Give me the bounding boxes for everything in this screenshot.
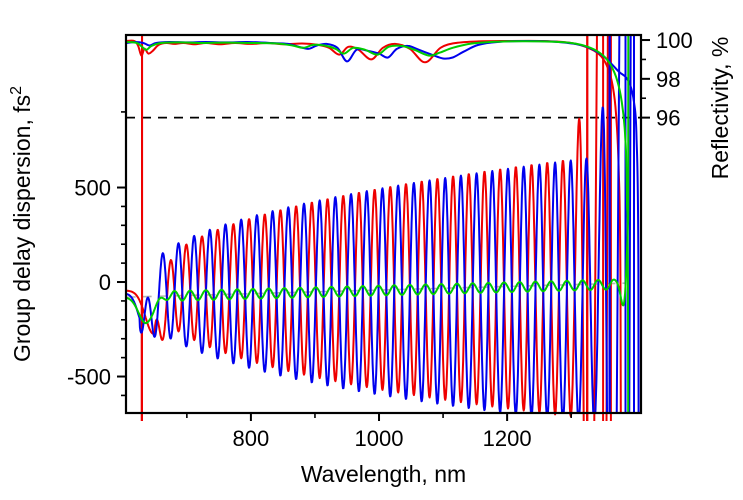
x-tick-label-1000: 1000 bbox=[355, 426, 404, 451]
right-axis-label: Reflectivity, % bbox=[707, 37, 733, 180]
gdd-green-curve bbox=[126, 35, 630, 325]
gdd-blue-curve bbox=[126, 35, 635, 413]
gdd-red-curve bbox=[126, 35, 612, 421]
y-left-tick-label--500: -500 bbox=[67, 365, 111, 390]
y-right-tick-label-98: 98 bbox=[656, 67, 680, 92]
left-axis-label: Group delay dispersion, fs2 bbox=[8, 86, 35, 362]
axis-ticks bbox=[117, 39, 650, 421]
plot-frame bbox=[124, 33, 643, 415]
y-right-tick-label-96: 96 bbox=[656, 106, 680, 131]
y-left-tick-label-0: 0 bbox=[99, 270, 111, 295]
reflectivity-green-curve bbox=[126, 40, 630, 413]
y-left-tick-label-500: 500 bbox=[74, 176, 111, 201]
x-axis-label: Wavelength, nm bbox=[301, 461, 466, 487]
x-tick-label-800: 800 bbox=[233, 426, 270, 451]
x-tick-label-1200: 1200 bbox=[483, 426, 532, 451]
y-right-tick-label-100: 100 bbox=[656, 28, 693, 53]
